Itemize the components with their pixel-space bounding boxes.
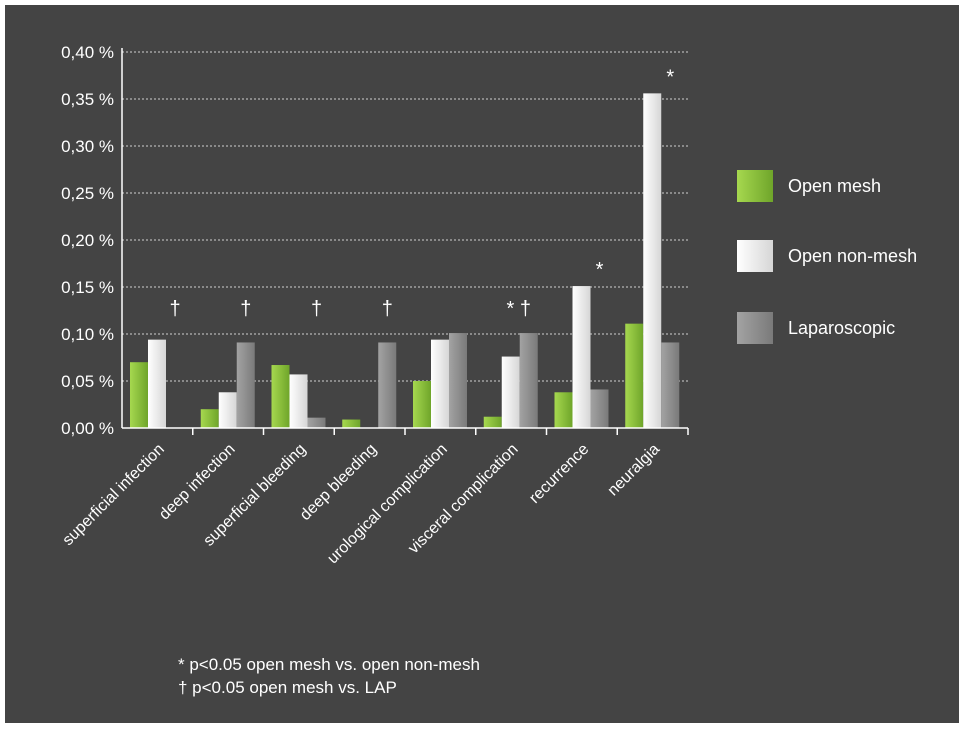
footnote: * p<0.05 open mesh vs. open non-mesh xyxy=(178,655,480,674)
y-tick-label: 0,35 % xyxy=(61,90,114,109)
legend: Open mesh Open non-mesh Laparoscopic xyxy=(737,170,917,344)
footnotes: * p<0.05 open mesh vs. open non-mesh † p<… xyxy=(178,655,480,697)
bar-open-mesh xyxy=(554,392,573,428)
x-category-label: recurrence xyxy=(526,441,592,507)
bar-laparoscopic xyxy=(449,333,467,428)
bars xyxy=(130,93,680,429)
significance-mark: * † xyxy=(507,298,531,320)
bar-laparoscopic xyxy=(590,389,609,428)
y-tick-label: 0,15 % xyxy=(61,278,114,297)
significance-mark: † xyxy=(311,298,322,320)
bar-open-non-mesh xyxy=(148,339,166,428)
bar-open-non-mesh xyxy=(218,392,237,428)
legend-label: Open mesh xyxy=(788,176,881,196)
bar-laparoscopic xyxy=(519,333,538,428)
y-tick-label: 0,20 % xyxy=(61,231,114,250)
bar-laparoscopic xyxy=(378,342,397,428)
y-tick-label: 0,30 % xyxy=(61,137,114,156)
legend-swatch xyxy=(737,312,773,344)
axes xyxy=(121,48,689,435)
bar-open-non-mesh xyxy=(289,374,308,428)
bar-open-mesh xyxy=(342,419,361,428)
legend-swatch xyxy=(737,240,773,272)
legend-swatch xyxy=(737,170,773,202)
y-tick-label: 0,10 % xyxy=(61,325,114,344)
bar-open-mesh xyxy=(200,409,219,428)
bar-open-non-mesh xyxy=(431,339,449,428)
bar-open-non-mesh xyxy=(572,286,591,428)
bar-open-mesh xyxy=(130,362,148,428)
bar-open-mesh xyxy=(413,381,431,428)
significance-mark: † xyxy=(169,298,180,320)
bar-open-non-mesh xyxy=(501,356,520,428)
x-category-label: urological complication xyxy=(324,441,450,567)
y-tick-label: 0,40 % xyxy=(61,43,114,62)
significance-mark: † xyxy=(382,298,393,320)
legend-label: Laparoscopic xyxy=(788,318,895,338)
bar-laparoscopic xyxy=(236,342,255,428)
bar-open-mesh xyxy=(271,365,290,428)
significance-mark: * xyxy=(596,259,604,281)
bar-open-mesh xyxy=(483,416,502,428)
bar-laparoscopic xyxy=(661,342,680,428)
y-tick-label: 0,00 % xyxy=(61,419,114,438)
bar-laparoscopic xyxy=(307,417,326,428)
bar-open-non-mesh xyxy=(643,93,662,429)
legend-label: Open non-mesh xyxy=(788,246,917,266)
significance-mark: * xyxy=(666,66,674,88)
y-tick-label: 0,05 % xyxy=(61,372,114,391)
y-tick-label: 0,25 % xyxy=(61,184,114,203)
bar-open-mesh xyxy=(625,323,644,428)
footnote: † p<0.05 open mesh vs. LAP xyxy=(178,678,397,697)
significance-mark: † xyxy=(240,298,251,320)
x-category-label: superficial infection xyxy=(60,441,168,549)
x-category-label: neuralgia xyxy=(605,441,664,500)
gridlines xyxy=(122,51,688,382)
